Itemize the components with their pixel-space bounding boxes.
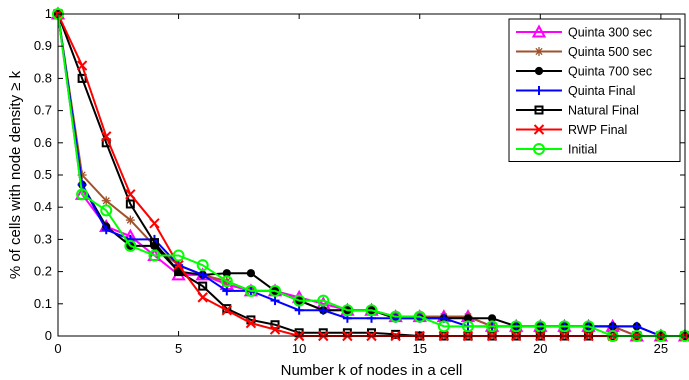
data-point <box>196 259 209 272</box>
y-tick-label: 0.2 <box>34 264 52 279</box>
legend-item: Quinta Final <box>516 84 635 98</box>
data-point <box>437 320 450 333</box>
legend-label: Initial <box>568 143 597 157</box>
data-point <box>172 249 185 262</box>
data-point <box>101 225 111 235</box>
y-axis-label: % of cells with node density ≥ k <box>7 70 24 279</box>
x-tick-label: 25 <box>654 341 668 356</box>
data-point <box>317 294 330 307</box>
legend-item: Natural Final <box>516 104 639 118</box>
y-tick-label: 0.7 <box>34 103 52 118</box>
y-tick-label: 0.8 <box>34 70 52 85</box>
x-tick-label: 15 <box>412 341 426 356</box>
legend-item: RWP Final <box>516 123 627 137</box>
data-point <box>100 204 113 217</box>
legend-marker <box>531 24 547 38</box>
data-point <box>461 320 474 333</box>
legend-label: Quinta 700 sec <box>568 65 652 79</box>
data-point <box>269 284 282 297</box>
legend-marker <box>533 143 545 155</box>
series-line <box>57 13 685 337</box>
y-tick-label: 1 <box>45 6 52 21</box>
data-point <box>294 305 304 315</box>
legend-marker <box>534 66 544 76</box>
legend-label: Natural Final <box>568 104 639 118</box>
data-point <box>270 296 280 306</box>
ticks-layer: 0 5 10 15 20 25 0 0.1 0.2 0.3 0.4 0.5 0.6 0.7 0.8 0.9 1 <box>34 6 685 356</box>
data-point <box>389 310 402 323</box>
data-point <box>125 189 136 200</box>
data-point <box>198 270 208 280</box>
data-point <box>413 310 426 323</box>
legend-item: Quinta 300 sec <box>516 24 652 40</box>
data-point <box>197 292 208 303</box>
data-point <box>632 321 642 331</box>
series-layer <box>50 6 689 342</box>
data-point <box>582 320 595 333</box>
y-tick-label: 0.3 <box>34 231 52 246</box>
x-tick-label: 5 <box>175 341 182 356</box>
y-tick-label: 0.9 <box>34 38 52 53</box>
y-tick-label: 0.1 <box>34 296 52 311</box>
data-point <box>149 238 159 248</box>
legend-label: Quinta 500 sec <box>568 45 652 59</box>
data-point <box>222 286 232 296</box>
data-point <box>510 320 523 333</box>
data-point <box>101 131 112 142</box>
data-point <box>365 304 378 317</box>
data-point <box>220 275 233 288</box>
x-tick-label: 0 <box>54 341 61 356</box>
y-tick-label: 0 <box>45 328 52 343</box>
y-tick-label: 0.4 <box>34 199 52 214</box>
data-point <box>221 305 233 316</box>
legend-marker <box>534 47 544 56</box>
data-point <box>246 269 256 278</box>
data-point <box>125 234 135 244</box>
legend-label: RWP Final <box>568 123 627 137</box>
data-point <box>125 215 135 225</box>
y-tick-label: 0.5 <box>34 167 52 182</box>
legend: Quinta 300 sec Quinta 500 sec Quinta 700 s… <box>508 18 681 162</box>
legend-item: Initial <box>516 143 597 157</box>
data-point <box>269 324 281 335</box>
x-axis-label: Number k of nodes in a cell <box>281 362 463 379</box>
data-point <box>244 284 257 297</box>
y-tick-label: 0.6 <box>34 135 52 150</box>
legend-marker <box>534 105 544 115</box>
data-point <box>174 267 184 277</box>
data-point <box>149 218 160 229</box>
legend-marker <box>533 124 545 135</box>
data-point <box>245 317 257 329</box>
data-point <box>486 320 499 333</box>
legend-item: Quinta 500 sec <box>516 45 652 59</box>
legend-label: Quinta 300 sec <box>568 26 652 40</box>
legend-label: Quinta Final <box>568 84 635 98</box>
legend-marker <box>534 86 544 95</box>
data-point <box>76 60 88 71</box>
data-point <box>341 304 354 317</box>
legend-item: Quinta 700 sec <box>516 65 652 79</box>
data-point <box>558 320 571 333</box>
data-point <box>148 249 161 262</box>
data-point <box>76 188 89 201</box>
data-point <box>318 305 328 315</box>
data-point <box>124 239 137 252</box>
data-point <box>293 294 306 307</box>
data-point <box>391 329 401 339</box>
data-point <box>101 196 111 206</box>
data-point <box>125 199 135 209</box>
x-tick-label: 20 <box>533 341 547 356</box>
data-point <box>173 259 184 271</box>
data-point <box>198 281 208 291</box>
data-point <box>608 321 618 331</box>
x-tick-label: 10 <box>292 341 306 356</box>
